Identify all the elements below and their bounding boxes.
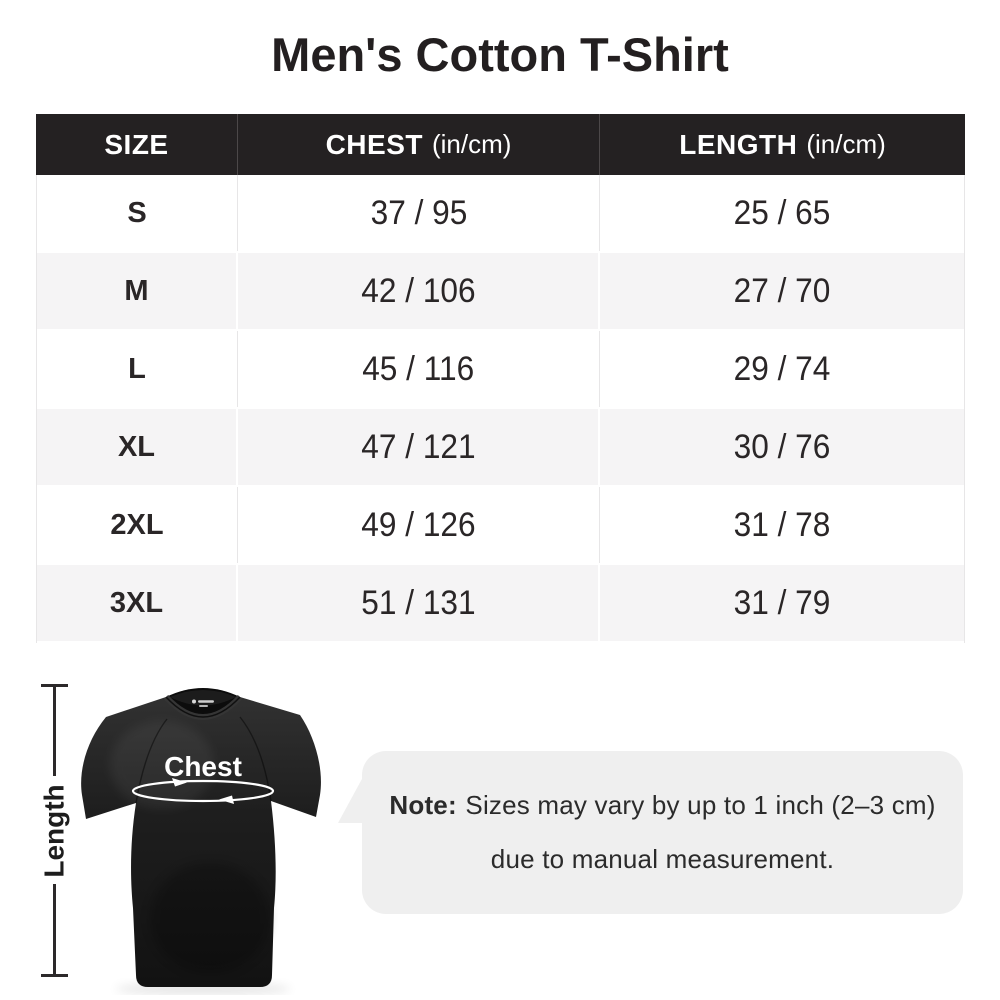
measure-arrow-right: [172, 778, 187, 787]
size-cell: 2XL: [37, 487, 238, 563]
page-title: Men's Cotton T-Shirt: [271, 28, 729, 81]
chest-label: Chest: [164, 751, 242, 782]
table-row-3xl: 3XL 51 / 131 31 / 79: [37, 565, 964, 643]
length-cell: 30 / 76: [600, 409, 964, 485]
length-value: 31 / 79: [733, 583, 831, 622]
measure-arrow-left: [219, 795, 234, 804]
size-chart-table: SIZE CHEST (in/cm) LENGTH (in/cm) S 37 / 95 25…: [36, 114, 965, 643]
neck-label-print: [192, 699, 214, 707]
collar-rib-edge: [165, 696, 241, 718]
note-text-1: Sizes may vary by up to 1 inch (2–3 cm): [465, 790, 936, 820]
chest-value: 49 / 126: [361, 505, 476, 544]
column-header-size: SIZE: [36, 114, 238, 175]
chest-cell: 45 / 116: [238, 331, 600, 407]
chest-value: 42 / 106: [360, 271, 476, 310]
column-header-main: SIZE: [104, 128, 169, 160]
size-cell: M: [37, 253, 238, 329]
chest-cell: 42 / 106: [238, 253, 600, 329]
column-header-main: CHEST: [325, 128, 423, 160]
right-sleeve-seam: [239, 716, 272, 802]
chest-cell: 37 / 95: [238, 175, 600, 251]
table-row-m: M 42 / 106 27 / 70: [37, 253, 964, 331]
length-value: 29 / 74: [733, 349, 831, 388]
tshirt-illustration: Chest: [81, 688, 321, 995]
chest-cell: 49 / 126: [238, 487, 600, 563]
length-cell: 25 / 65: [600, 175, 964, 251]
table-header-row: SIZE CHEST (in/cm) LENGTH (in/cm): [36, 114, 965, 175]
size-value: 2XL: [110, 508, 164, 541]
left-sleeve-seam: [135, 718, 168, 804]
note-line-2: due to manual measurement.: [490, 844, 835, 874]
length-line-bottom: [53, 884, 56, 974]
size-cell: XL: [37, 409, 238, 485]
length-value: 25 / 65: [733, 193, 831, 232]
chest-value: 37 / 95: [370, 193, 467, 232]
length-label: Length: [38, 784, 70, 878]
note-bubble-tail: [338, 777, 363, 823]
chest-cell: 47 / 121: [238, 409, 600, 485]
table-row-l: L 45 / 116 29 / 74: [37, 331, 964, 409]
size-value: L: [128, 352, 146, 385]
length-cell: 31 / 78: [600, 487, 964, 563]
length-cell: 27 / 70: [600, 253, 964, 329]
column-header-chest: CHEST (in/cm): [238, 114, 600, 175]
length-value: 27 / 70: [733, 271, 831, 310]
note-bubble: Note: Sizes may vary by up to 1 inch (2–3…: [338, 751, 963, 914]
chest-value: 45 / 116: [362, 349, 475, 388]
note-line-1: Note: Sizes may vary by up to 1 inch (2–3…: [389, 790, 935, 821]
shirt-lower-shade: [150, 863, 270, 973]
length-cell: 29 / 74: [600, 331, 964, 407]
length-line-top: [53, 686, 56, 776]
length-value: 30 / 76: [733, 427, 831, 466]
size-cell: 3XL: [37, 565, 238, 641]
size-value: XL: [117, 430, 156, 463]
table-body: S 37 / 95 25 / 65 M 42 / 106 27 / 70 L 45 / 116…: [36, 175, 965, 643]
length-cap-bottom: [41, 974, 68, 977]
chest-value: 51 / 131: [360, 583, 476, 622]
length-cap-top: [41, 684, 68, 687]
column-header-unit: (in/cm): [806, 129, 886, 159]
column-header-length: LENGTH (in/cm): [600, 114, 965, 175]
length-cell: 31 / 79: [600, 565, 964, 641]
table-row-2xl: 2XL 49 / 126 31 / 78: [37, 487, 964, 565]
size-cell: L: [37, 331, 238, 407]
chest-cell: 51 / 131: [238, 565, 600, 641]
size-value: 3XL: [109, 586, 164, 619]
chest-measure-ellipse: [131, 778, 275, 804]
size-cell: S: [37, 175, 238, 251]
size-value: S: [127, 196, 147, 229]
size-value: M: [124, 274, 149, 307]
note-prefix: Note:: [389, 790, 457, 820]
column-header-unit: (in/cm): [431, 129, 512, 159]
collar-back-panel: [170, 690, 236, 706]
chest-value: 47 / 121: [360, 427, 476, 466]
table-row-s: S 37 / 95 25 / 65: [37, 175, 964, 253]
table-row-xl: XL 47 / 121 30 / 76: [37, 409, 964, 487]
column-header-main: LENGTH: [679, 128, 798, 160]
length-value: 31 / 78: [733, 505, 831, 544]
